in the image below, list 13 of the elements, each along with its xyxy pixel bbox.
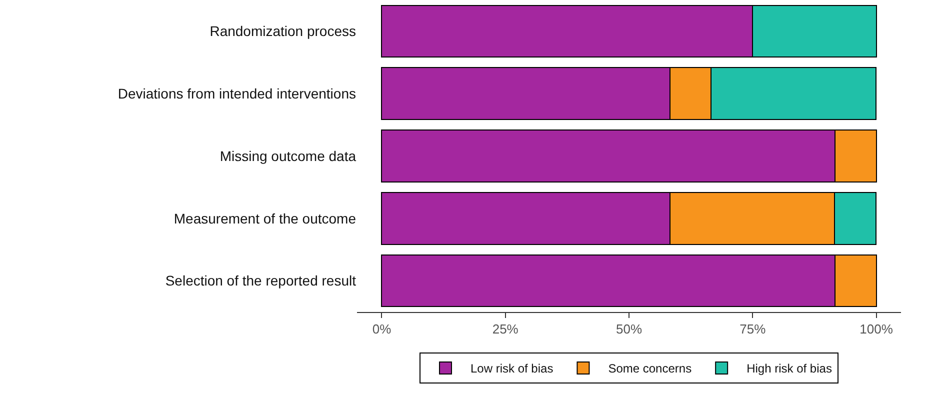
y-tick-label: Missing outcome data (220, 148, 356, 164)
legend-label: Some concerns (608, 362, 692, 376)
x-tick-label: 75% (740, 322, 766, 337)
legend-label: High risk of bias (746, 362, 832, 376)
x-tick-label: 25% (492, 322, 519, 337)
y-tick-label: Measurement of the outcome (174, 210, 356, 226)
x-tick-label: 0% (372, 322, 392, 337)
y-tick-label: Deviations from intended interventions (118, 86, 356, 102)
y-tick-label: Randomization process (210, 23, 356, 40)
x-tick-label: 50% (616, 322, 642, 337)
x-tick-label: 100% (860, 322, 894, 337)
y-tick-label: Selection of the reported result (165, 272, 356, 289)
legend-label: Low risk of bias (470, 362, 554, 376)
